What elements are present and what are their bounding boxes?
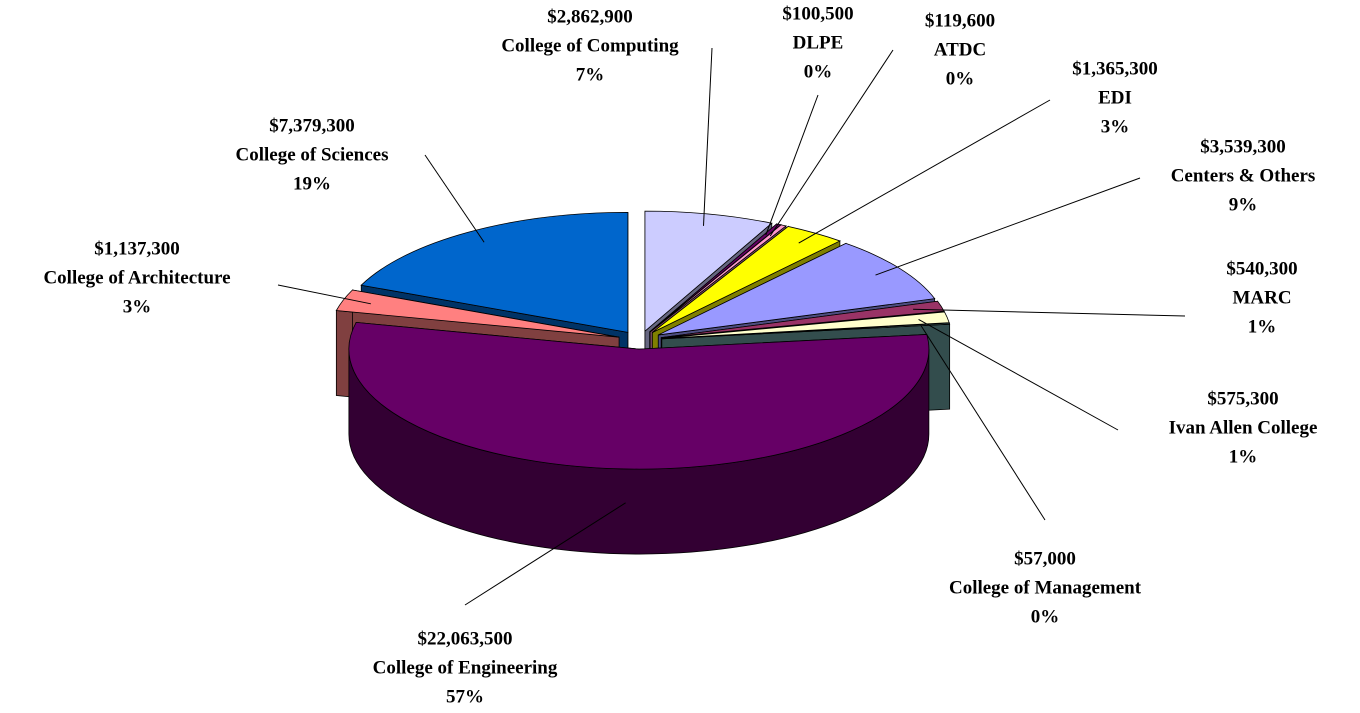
percent-label: 3% [123,296,152,317]
slice [348,321,930,555]
category-label: EDI [1098,87,1132,108]
percent-label: 0% [1031,606,1060,627]
slice-top [658,242,936,336]
percent-label: 57% [446,686,484,707]
slice-top [661,322,951,340]
slice-top [652,226,841,333]
leader-line [798,99,1051,244]
leader-line [875,177,1141,276]
percent-label: 0% [804,61,833,82]
value-label: $540,300 [1226,258,1297,279]
category-label: Ivan Allen College [1169,417,1318,438]
category-label: Centers & Others [1171,165,1316,186]
category-label: MARC [1232,287,1291,308]
percent-label: 0% [946,68,975,89]
value-label: $22,063,500 [418,628,513,649]
value-label: $575,300 [1207,388,1278,409]
category-label: DLPE [793,32,844,53]
leader-line [918,318,1119,431]
category-label: College of Engineering [373,657,558,678]
slice-top [348,321,930,470]
pie [335,210,951,555]
leader-line [913,308,1186,317]
slice-top [335,289,620,338]
value-label: $100,500 [782,3,853,24]
value-label: $1,365,300 [1072,58,1158,79]
category-label: College of Management [949,577,1142,598]
leader-line [920,324,1046,521]
category-label: College of Computing [501,35,679,56]
slice-top [649,224,787,333]
percent-label: 19% [293,173,331,194]
category-label: ATDC [934,39,986,60]
value-label: $1,137,300 [94,238,180,259]
leader-line [464,502,626,606]
slice-top [661,300,945,339]
percent-label: 9% [1229,194,1258,215]
percent-label: 1% [1248,316,1277,337]
slice-top [644,210,773,332]
leader-line [769,49,894,237]
category-label: College of Sciences [235,144,388,165]
leader-line [424,154,485,243]
percent-label: 3% [1101,116,1130,137]
value-label: $2,862,900 [547,6,633,27]
leader-line [703,47,713,226]
slice-top [661,311,950,339]
leader-line [277,284,371,305]
value-label: $3,539,300 [1200,136,1286,157]
value-label: $119,600 [925,10,995,31]
labels: $2,862,900 College of Computing 7% $100,500… [43,3,1317,707]
value-label: $7,379,300 [269,115,355,136]
percent-label: 7% [576,64,605,85]
leader-line [765,94,819,236]
value-label: $57,000 [1014,548,1076,569]
slice-top [360,212,629,333]
category-label: College of Architecture [43,267,230,288]
percent-label: 1% [1229,446,1258,467]
